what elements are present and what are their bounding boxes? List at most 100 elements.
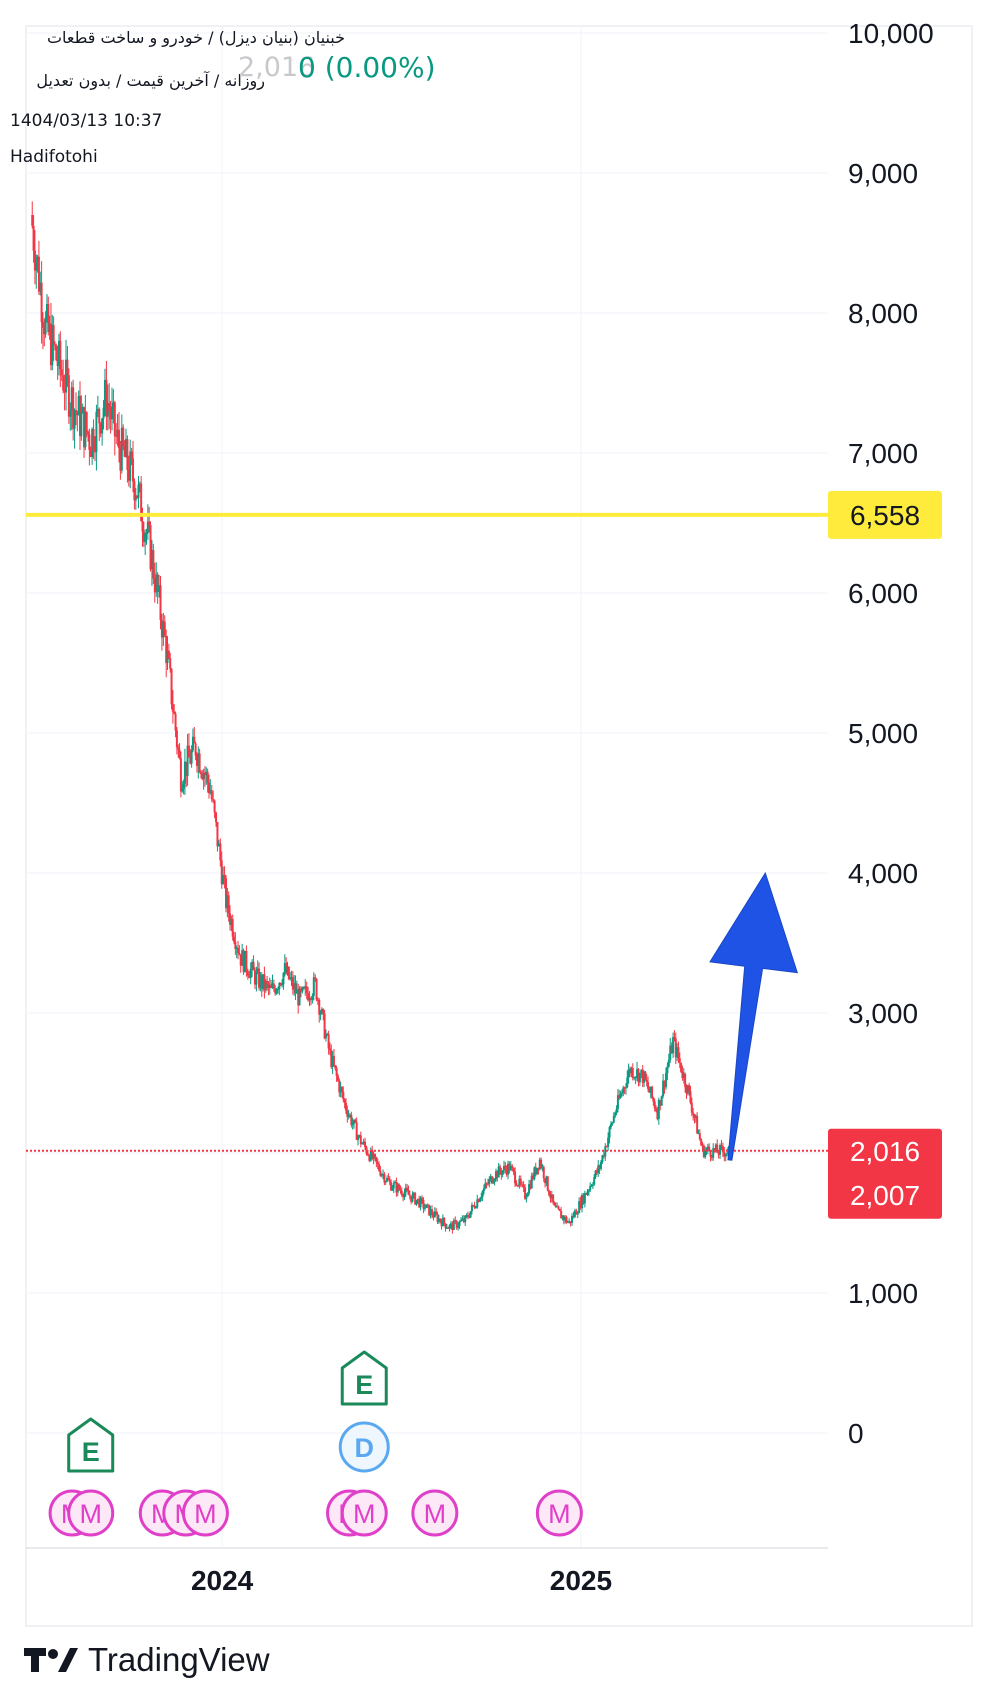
candle-body [455,1220,458,1228]
y-tick-label: 0 [848,1418,864,1449]
candle-body [449,1223,452,1226]
symbol-line: خبنیان (بنیان دیزل) / خودرو و ساخت قطعات [46,28,345,47]
y-tick-label: 1,000 [848,1278,918,1309]
candle-body [285,963,288,974]
candle-body [141,521,144,532]
candle-body [197,753,200,766]
forecast-arrow[interactable] [709,871,799,1161]
candle-body [623,1087,626,1089]
candle-body [544,1178,547,1184]
candle-body [156,574,159,592]
marker-e-label: E [82,1437,100,1467]
marker-m-circle [67,1489,115,1537]
candle-body [60,369,63,376]
candle-body [689,1091,692,1103]
candle-body [158,585,161,592]
candle-body [504,1165,507,1170]
candle-body [166,650,169,664]
candle-body [440,1221,443,1227]
candle-body [534,1167,537,1175]
candle-body [171,704,174,712]
candle-body [76,413,79,416]
event-markers[interactable]: MMEMMMMMEDMM [48,1350,583,1537]
candle-body [416,1198,419,1201]
candle-body [498,1166,501,1172]
candle-body [618,1095,621,1099]
candle-body [66,359,69,376]
tradingview-logo[interactable]: TradingView [24,1640,270,1680]
candle-body [183,761,186,784]
marker-m: M [67,1489,115,1537]
candle-body [457,1225,460,1228]
candle-body [323,1013,326,1039]
price-levels [26,512,828,1152]
candle-body [481,1191,484,1197]
candle-body [433,1211,436,1218]
marker-e-shape [67,1417,115,1473]
candle-body [586,1191,589,1195]
candle-body [275,989,278,994]
candle-body [173,711,176,714]
candle-body [198,753,201,773]
candle-body [187,745,190,758]
candle-body [199,772,202,775]
candle-body [140,483,143,522]
candle-body [609,1124,612,1128]
candle-body [697,1133,700,1135]
candle-body [45,304,48,318]
candle-body [163,621,166,636]
candle-body [149,525,152,570]
candle-body [672,1037,675,1054]
candle-body [569,1221,572,1223]
candle-body [664,1073,667,1088]
candle-body [426,1204,429,1206]
x-tick-label: 2025 [550,1565,612,1596]
candle-body [644,1071,647,1080]
y-tick-label: 6,000 [848,578,918,609]
y-tick-label: 5,000 [848,718,918,749]
candle-body [419,1197,422,1208]
candle-body [462,1218,465,1223]
candle-body [384,1181,387,1183]
candle-body [488,1179,491,1184]
candle-body [65,359,68,393]
candle-body [643,1071,646,1083]
candle-body [640,1069,643,1073]
x-tick-label: 2024 [191,1565,254,1596]
candle-body [35,260,38,271]
candle-body [663,1080,666,1088]
candle-body [400,1190,403,1196]
candle-body [145,533,148,535]
candle-body [129,451,132,481]
candle-body [443,1217,446,1224]
candle-body [590,1185,593,1187]
candle-body [69,410,72,417]
candle-body [148,521,151,526]
candle-body [670,1045,673,1054]
candle-body [304,986,307,989]
candle-body [651,1086,654,1098]
candle-body [525,1196,528,1199]
candle-body [669,1045,672,1060]
forecast-arrow-shape [709,871,799,1161]
candle-body [88,434,91,450]
candle-body [489,1176,492,1180]
candle-body [404,1187,407,1193]
candle-body [134,495,137,501]
candle-body [193,736,196,744]
candle-body [653,1101,656,1109]
candle-body [519,1178,522,1185]
candle-body [444,1223,447,1229]
candle-body [144,533,147,542]
candle-body [394,1182,397,1184]
candle-body [260,975,263,989]
candle-body [116,429,119,437]
candle-body [726,1152,729,1155]
candle-body [185,761,188,776]
candle-body [79,395,82,437]
candle-body [326,1034,329,1036]
candle-body [206,771,209,783]
candle-body [712,1148,715,1158]
candle-body [538,1159,541,1170]
